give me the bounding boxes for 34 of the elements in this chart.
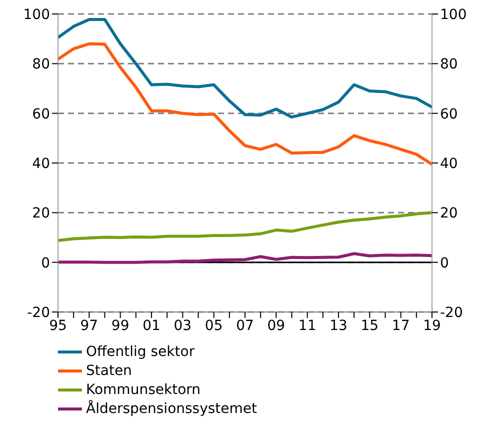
line-series <box>56 211 434 242</box>
line-series <box>56 42 434 166</box>
x-tick-label: 05 <box>204 318 223 334</box>
y-tick-label: 100 <box>23 6 50 23</box>
y-tick-label: 20 <box>32 206 50 222</box>
y2-tick-label: 100 <box>440 6 467 23</box>
x-tick-label: 09 <box>267 318 286 334</box>
legend-label: Ålderspensionssystemet <box>86 400 258 416</box>
y-tick-label: 80 <box>32 56 50 73</box>
x-tick-label: 07 <box>236 318 254 334</box>
x-tick-label: 03 <box>174 318 192 334</box>
y-tick-label: 0 <box>41 255 50 272</box>
x-tick-label: 95 <box>49 318 67 334</box>
y-tick-label: 40 <box>32 156 50 172</box>
x-tick-label: 15 <box>360 318 379 334</box>
y2-tick-label: 40 <box>440 156 458 172</box>
legend-label: Staten <box>86 362 132 378</box>
y2-tick-label: -20 <box>440 304 463 321</box>
x-tick-label: 01 <box>142 318 160 334</box>
y2-tick-label: 80 <box>440 56 458 73</box>
x-tick-label: 13 <box>330 318 348 334</box>
y-tick-label: 60 <box>32 106 50 122</box>
y2-tick-label: 60 <box>440 106 458 122</box>
legend-label: Offentlig sektor <box>86 344 195 360</box>
y2-tick-label: 0 <box>440 255 449 272</box>
x-tick-label: 17 <box>392 318 410 334</box>
x-tick-label: 19 <box>423 318 441 334</box>
y-tick-label: -20 <box>27 304 50 321</box>
legend-label: Kommunsektorn <box>86 382 201 398</box>
x-tick-label: 97 <box>80 318 98 334</box>
line-series <box>56 18 434 119</box>
x-tick-label: 11 <box>298 318 316 334</box>
x-tick-label: 99 <box>111 318 130 334</box>
y2-tick-label: 20 <box>440 206 458 222</box>
